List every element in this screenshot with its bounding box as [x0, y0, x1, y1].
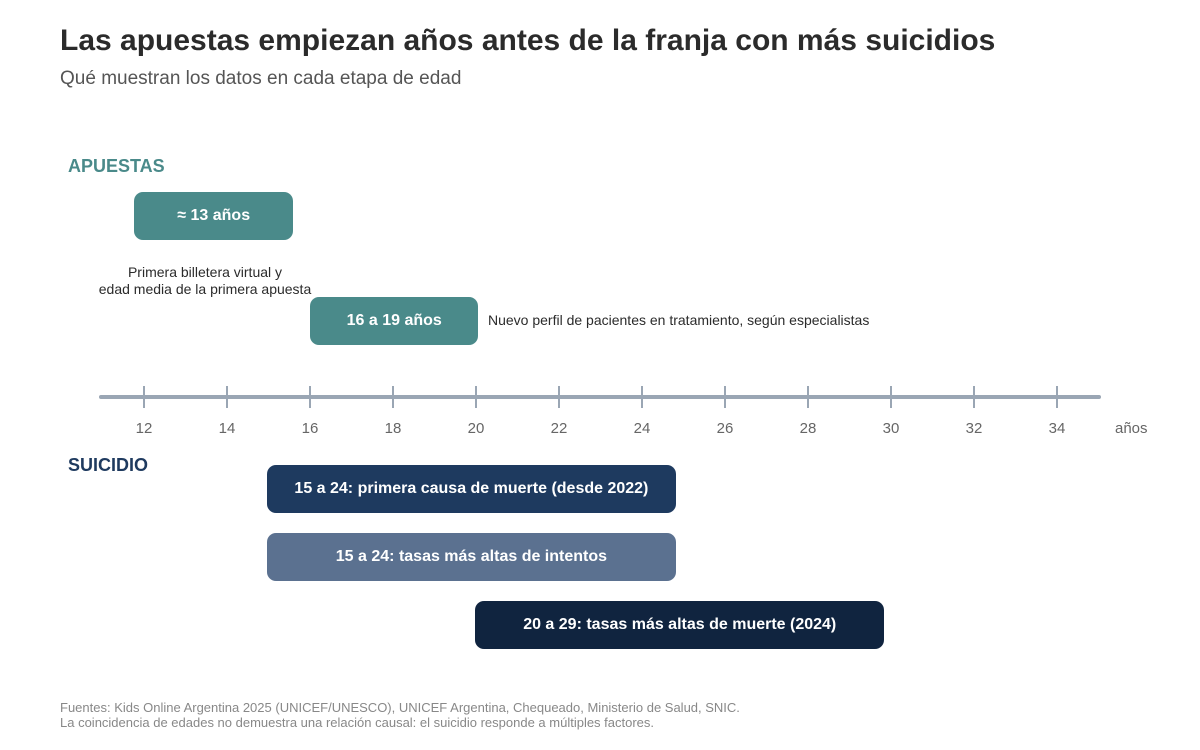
axis-tick-34 [1056, 386, 1058, 408]
axis-tick-label-18: 18 [384, 420, 402, 437]
axis-tick-label-14: 14 [218, 420, 236, 437]
axis-tick-26 [724, 386, 726, 408]
section-label-suicide: SUICIDIO [68, 455, 149, 475]
page-subtitle: Qué muestran los datos en cada etapa de … [60, 68, 462, 89]
age-axis-unit: años [1115, 420, 1148, 437]
suicide-bar-attempts: 15 a 24: tasas más altas de intentos [266, 533, 677, 581]
axis-tick-label-16: 16 [301, 420, 319, 437]
axis-tick-label-24: 24 [633, 420, 651, 437]
suicide-bar-first-cause: 15 a 24: primera causa de muerte (desde … [266, 465, 677, 513]
footer-sources: Fuentes: Kids Online Argentina 2025 (UNI… [60, 700, 740, 715]
gambling-note-16-19: Nuevo perfil de pacientes en tratamiento… [488, 312, 870, 328]
footer-disclaimer: La coincidencia de edades no demuestra u… [60, 715, 655, 730]
gambling-note-13-line1: Primera billetera virtual y [127, 264, 283, 280]
page-title: Las apuestas empiezan años antes de la f… [60, 24, 996, 57]
axis-tick-label-26: 26 [716, 420, 734, 437]
gambling-bar-16-19: 16 a 19 años [309, 297, 479, 345]
axis-tick-label-34: 34 [1048, 420, 1066, 437]
gambling-note-13-line2: edad media de la primera apuesta [98, 281, 312, 297]
axis-tick-label-20: 20 [467, 420, 485, 437]
axis-tick-label-30: 30 [882, 420, 900, 437]
age-axis-line [99, 395, 1101, 399]
axis-tick-20 [475, 386, 477, 408]
axis-tick-12 [143, 386, 145, 408]
axis-tick-label-28: 28 [799, 420, 817, 437]
axis-tick-14 [226, 386, 228, 408]
axis-tick-label-12: 12 [135, 420, 153, 437]
footer-notes: Fuentes: Kids Online Argentina 2025 (UNI… [60, 700, 740, 730]
axis-tick-22 [558, 386, 560, 408]
axis-tick-32 [973, 386, 975, 408]
suicide-bar-deaths-2024: 20 a 29: tasas más altas de muerte (2024… [475, 601, 885, 649]
axis-tick-28 [807, 386, 809, 408]
axis-tick-30 [890, 386, 892, 408]
section-label-gambling: APUESTAS [68, 156, 165, 176]
axis-tick-18 [392, 386, 394, 408]
gambling-note-13: Primera billetera virtual y edad media d… [70, 264, 340, 298]
axis-tick-24 [641, 386, 643, 408]
axis-tick-label-32: 32 [965, 420, 983, 437]
axis-tick-label-22: 22 [550, 420, 568, 437]
axis-tick-16 [309, 386, 311, 408]
gambling-bar-13: ≈ 13 años [134, 192, 294, 240]
